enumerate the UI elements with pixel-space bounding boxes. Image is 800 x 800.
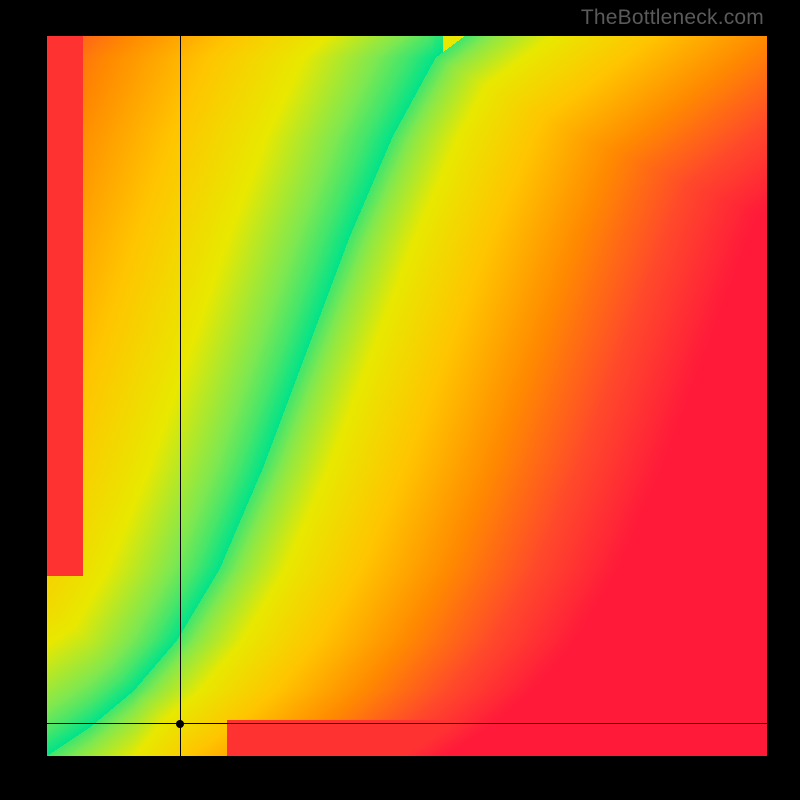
- crosshair-marker: [176, 720, 184, 728]
- crosshair-horizontal: [47, 723, 767, 724]
- heatmap-plot: [47, 36, 767, 756]
- crosshair-vertical: [180, 36, 181, 756]
- watermark-text: TheBottleneck.com: [581, 6, 764, 30]
- heatmap-canvas: [47, 36, 767, 756]
